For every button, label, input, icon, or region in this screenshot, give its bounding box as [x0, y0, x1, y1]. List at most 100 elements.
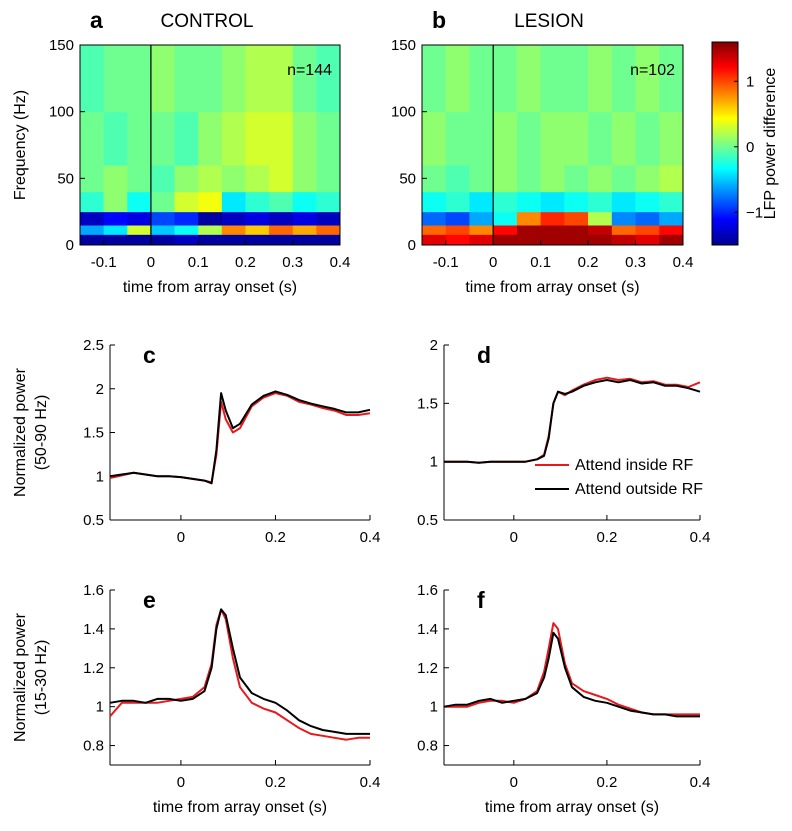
heatmap-cell: [493, 211, 518, 226]
heatmap-cell: [493, 225, 518, 235]
heatmap-cell: [611, 191, 637, 213]
heatmap-cell: [516, 45, 542, 113]
x-tick-label: 0: [147, 254, 155, 271]
x-tick-label: 0.2: [235, 254, 256, 271]
heatmap-cell: [588, 225, 613, 235]
heatmap-cell: [445, 191, 470, 213]
heatmap-cell: [611, 111, 637, 166]
sample-size: n=144: [287, 62, 332, 79]
heatmap-cell: [635, 165, 660, 193]
heatmap-cell: [292, 225, 317, 235]
y-tick-label: 100: [391, 104, 416, 121]
heatmap-cell: [80, 234, 105, 246]
x-tick-label: 0.4: [360, 529, 381, 546]
heatmap-cell: [221, 111, 246, 166]
heatmap-cell: [221, 211, 246, 226]
x-axis-label: time from array onset (s): [465, 279, 639, 296]
y-tick-label: 0: [408, 237, 416, 254]
heatmap-cell: [245, 225, 270, 235]
heatmap-cell: [150, 234, 176, 246]
heatmap-cell: [80, 225, 105, 235]
y-tick-label: 100: [49, 104, 74, 121]
y-tick-label: 0.8: [417, 738, 438, 755]
heatmap-cell: [635, 45, 660, 113]
heatmap-cell: [516, 111, 542, 166]
x-tick-label: 0.3: [282, 254, 303, 271]
heatmap-cell: [540, 234, 565, 246]
heatmap-cell: [635, 234, 660, 246]
x-tick-label: 0.2: [265, 774, 286, 791]
heatmap-cell: [635, 225, 660, 235]
heatmap-cell: [221, 234, 246, 246]
heatmap-cell: [292, 111, 317, 166]
heatmap-cell: [316, 165, 341, 193]
heatmap-cell: [127, 211, 152, 226]
y-tick-label: 50: [399, 170, 416, 187]
heatmap-cell: [540, 225, 565, 235]
heatmap-cell: [516, 225, 542, 235]
heatmap-cell: [611, 211, 637, 226]
heatmap-cell: [174, 225, 199, 235]
heatmap-cell: [174, 211, 199, 226]
y-tick-label: 2: [96, 381, 104, 398]
heatmap-cell: [422, 191, 447, 213]
panel-label: d: [477, 342, 491, 368]
series-line: [109, 390, 371, 485]
heatmap-cell: [103, 165, 128, 193]
heatmap-cell: [540, 45, 565, 113]
heatmap-cell: [80, 211, 105, 226]
heatmap-cell: [245, 165, 270, 193]
heatmap-cell: [198, 165, 223, 193]
heatmap-cell: [103, 211, 128, 226]
heatmap-cell: [469, 211, 494, 226]
series-line: [109, 392, 371, 484]
panel-title: LESION: [514, 11, 584, 32]
heatmap-cell: [445, 211, 470, 226]
heatmap-cell: [316, 211, 341, 226]
legend-label: Attend outside RF: [575, 481, 703, 498]
heatmap-cell: [127, 234, 152, 246]
heatmap-cell: [422, 211, 447, 226]
x-tick-label: 0.4: [690, 529, 711, 546]
x-axis-label: time from array onset (s): [153, 799, 327, 816]
heatmap-cell: [316, 225, 341, 235]
plot-frame: [79, 44, 341, 246]
y-tick-label: 2.5: [83, 337, 104, 354]
x-tick-label: 0.1: [530, 254, 551, 271]
series-line: [444, 379, 701, 464]
y-tick-label: 1: [430, 699, 438, 716]
heatmap-cell: [198, 111, 223, 166]
heatmap-cell: [198, 45, 223, 113]
y-axis-label: (15-30 Hz): [33, 640, 50, 716]
heatmap-cell: [127, 191, 152, 213]
heatmap-cell: [445, 111, 470, 166]
heatmap-cell: [292, 191, 317, 213]
heatmap-cell: [269, 225, 294, 235]
heatmap-cell: [127, 45, 152, 113]
colorbar-tick-label: 1: [746, 73, 754, 90]
heatmap-cell: [174, 111, 199, 166]
heatmap-cell: [245, 234, 270, 246]
x-axis-label: time from array onset (s): [485, 799, 659, 816]
x-axis-label: time from array onset (s): [123, 279, 297, 296]
panel-title: CONTROL: [161, 11, 254, 32]
heatmap-cell: [269, 211, 294, 226]
heatmap-cell: [445, 45, 470, 113]
heatmap-cell: [493, 45, 518, 113]
heatmap-cell: [540, 191, 565, 213]
y-tick-label: 0.5: [83, 512, 104, 529]
panel-label: e: [143, 587, 156, 613]
heatmap-cell: [564, 165, 589, 193]
heatmap-cell: [611, 165, 637, 193]
y-tick-label: 1.2: [83, 660, 104, 677]
y-tick-label: 1: [96, 699, 104, 716]
x-tick-label: 0.4: [690, 774, 711, 791]
heatmap-cell: [174, 191, 199, 213]
y-tick-label: 150: [391, 37, 416, 54]
heatmap-cell: [540, 165, 565, 193]
heatmap-cell: [493, 191, 518, 213]
heatmap-cell: [659, 234, 684, 246]
x-tick-label: 0: [177, 774, 185, 791]
x-tick-label: 0.2: [578, 254, 599, 271]
heatmap-cell: [659, 111, 684, 166]
